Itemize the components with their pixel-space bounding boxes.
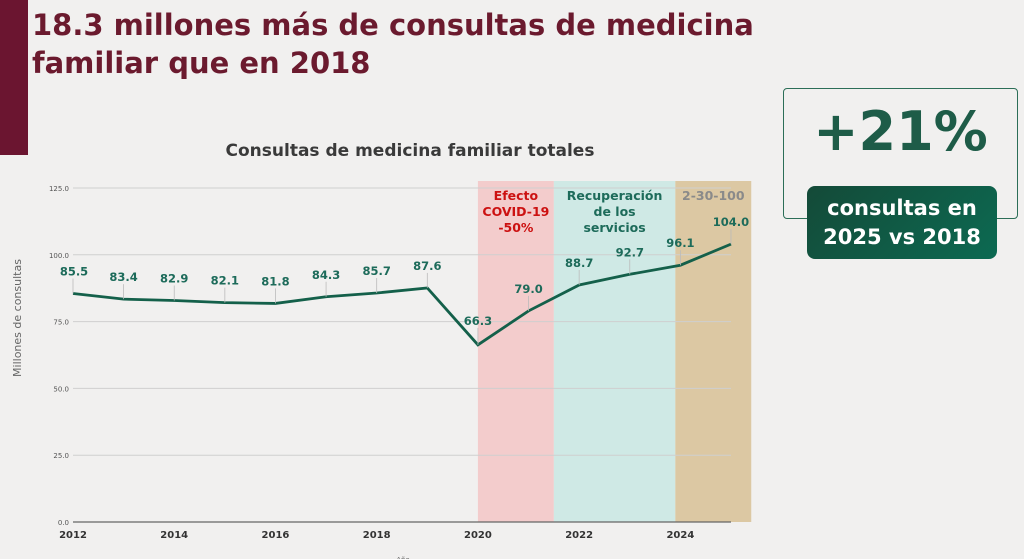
chart-title: Consultas de medicina familiar totales [225, 141, 595, 161]
data-label: 92.7 [616, 245, 644, 259]
x-tick-label: 2014 [160, 530, 188, 541]
y-tick-label: 75.0 [53, 319, 69, 327]
x-tick-label: 2020 [464, 530, 492, 541]
data-label: 96.1 [666, 236, 694, 250]
region-band [553, 181, 676, 522]
x-tick-label: 2018 [363, 530, 391, 541]
x-tick-label: 2016 [262, 530, 290, 541]
data-label: 85.5 [60, 265, 88, 279]
data-label: 82.9 [160, 271, 188, 285]
kpi-label: consultas en 2025 vs 2018 [807, 186, 997, 259]
data-label: 88.7 [565, 256, 593, 270]
data-label: 66.3 [464, 314, 492, 328]
y-tick-label: 50.0 [53, 385, 69, 393]
series-line [72, 242, 732, 347]
data-label: 84.3 [312, 268, 340, 282]
data-label: 81.8 [261, 274, 289, 288]
data-label: 79.0 [514, 282, 542, 296]
kpi-label-line2: 2025 vs 2018 [823, 225, 981, 249]
x-tick-label: 2022 [565, 530, 593, 541]
y-tick-label: 100.0 [49, 252, 69, 260]
region-band [477, 181, 554, 522]
region-label: de los [594, 204, 636, 219]
region-band [675, 181, 752, 522]
data-label: 104.0 [713, 215, 749, 229]
data-label: 83.4 [109, 270, 137, 284]
kpi-value: +21% [813, 100, 988, 163]
region-label: -50% [498, 220, 534, 235]
region-label: 2-30-100 [682, 188, 745, 203]
y-tick-label: 0.0 [58, 519, 69, 527]
data-label: 82.1 [211, 274, 239, 288]
x-tick-label: 2024 [666, 530, 694, 541]
x-tick-label: 2012 [59, 530, 87, 541]
y-axis-label: Millones de consultas [11, 259, 24, 377]
region-label: servicios [583, 220, 645, 235]
kpi-label-line1: consultas en [827, 196, 977, 220]
region-label: COVID-19 [482, 204, 549, 219]
region-label: Recuperación [567, 188, 663, 203]
data-label: 85.7 [363, 264, 391, 278]
x-axis-label: Año [396, 556, 410, 559]
slide-title: 18.3 millones más de consultas de medici… [32, 8, 754, 80]
accent-bar [0, 0, 28, 155]
data-label: 87.6 [413, 259, 441, 273]
y-tick-label: 125.0 [49, 185, 69, 193]
region-label: Efecto [494, 188, 539, 203]
y-tick-label: 25.0 [53, 452, 69, 460]
